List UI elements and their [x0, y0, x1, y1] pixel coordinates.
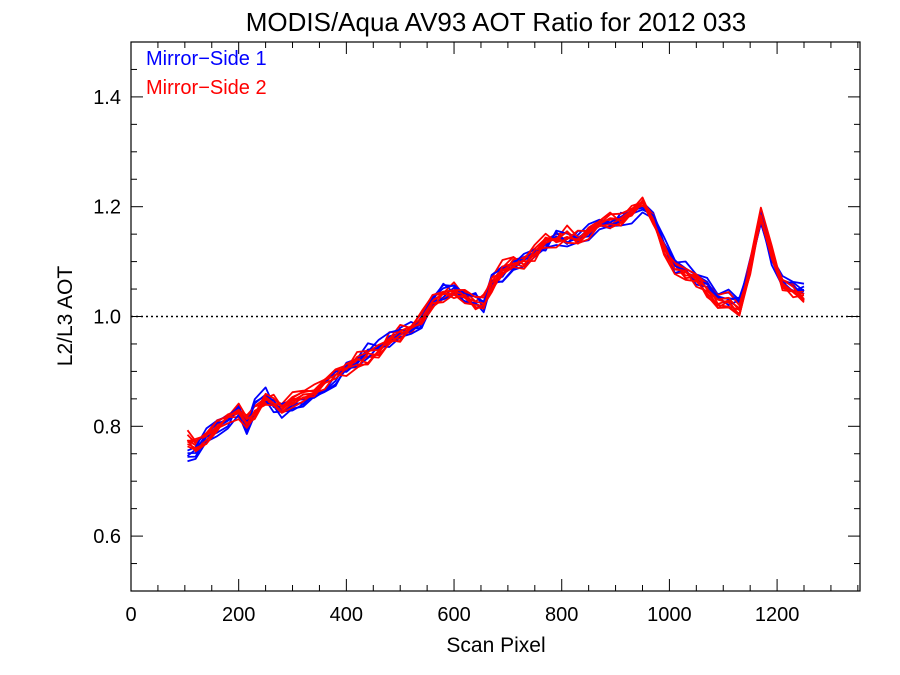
x-tick-label: 800 [545, 604, 578, 626]
series-lines [186, 196, 805, 463]
x-tick-label: 400 [330, 604, 363, 626]
y-tick-label: 1.0 [93, 307, 121, 329]
legend-entry-mirror-side-1: Mirror−Side 1 [146, 48, 267, 70]
x-tick-label: 200 [222, 604, 255, 626]
x-axis-ticks: 0 200 400 600 800 1000 1200 [125, 42, 859, 626]
y-tick-label: 0.6 [93, 526, 121, 548]
y-axis-ticks: 0.6 0.8 1.0 1.2 1.4 [93, 41, 860, 592]
y-tick-label: 1.4 [93, 87, 121, 109]
y-axis-label: L2/L3 AOT [54, 266, 77, 367]
y-tick-label: 1.2 [93, 197, 121, 219]
x-tick-label: 0 [125, 604, 136, 626]
x-axis-label: Scan Pixel [446, 634, 545, 657]
series-line-mirror-side-2 [187, 202, 805, 449]
x-tick-label: 1200 [755, 604, 800, 626]
legend-entry-mirror-side-2: Mirror−Side 2 [146, 77, 267, 99]
x-tick-label: 1000 [647, 604, 692, 626]
legend: Mirror−Side 1 Mirror−Side 2 [146, 48, 267, 99]
y-tick-label: 0.8 [93, 416, 121, 438]
x-tick-label: 600 [437, 604, 470, 626]
chart-title: MODIS/Aqua AV93 AOT Ratio for 2012 033 [246, 7, 747, 37]
